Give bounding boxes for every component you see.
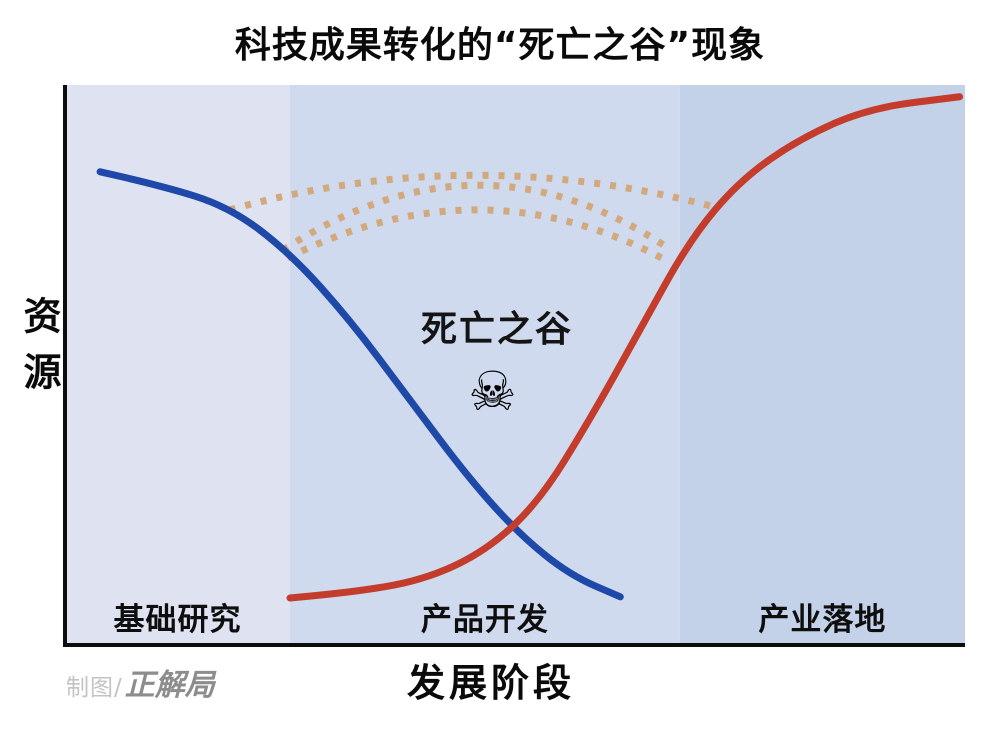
bridge-arc-0 [228, 171, 716, 214]
stage-band-2 [679, 85, 965, 645]
x-axis-label: 发展阶段 [406, 661, 576, 705]
watermark: 制图/正解局 [66, 660, 215, 704]
watermark-prefix: 制图/ [66, 675, 123, 701]
bridge-arc-2 [285, 206, 664, 262]
axes [63, 85, 965, 647]
valley-label: 死亡之谷 [420, 308, 574, 350]
series-curve-1 [286, 93, 964, 602]
stage-band-0 [65, 85, 290, 645]
y-axis-label: 资源 [17, 296, 61, 408]
region-label-basic-research: 基础研究 [113, 602, 242, 638]
series-curve-0 [96, 168, 624, 601]
skull-crossbones-icon: ☠ [468, 359, 517, 423]
region-label-industry-landing: 产业落地 [758, 602, 887, 638]
watermark-logo: 正解局 [124, 668, 215, 703]
region-label-product-development: 产品开发 [420, 602, 549, 638]
bridge-arc-1 [280, 181, 670, 254]
page-title: 科技成果转化的“死亡之谷”现象 [234, 25, 766, 66]
